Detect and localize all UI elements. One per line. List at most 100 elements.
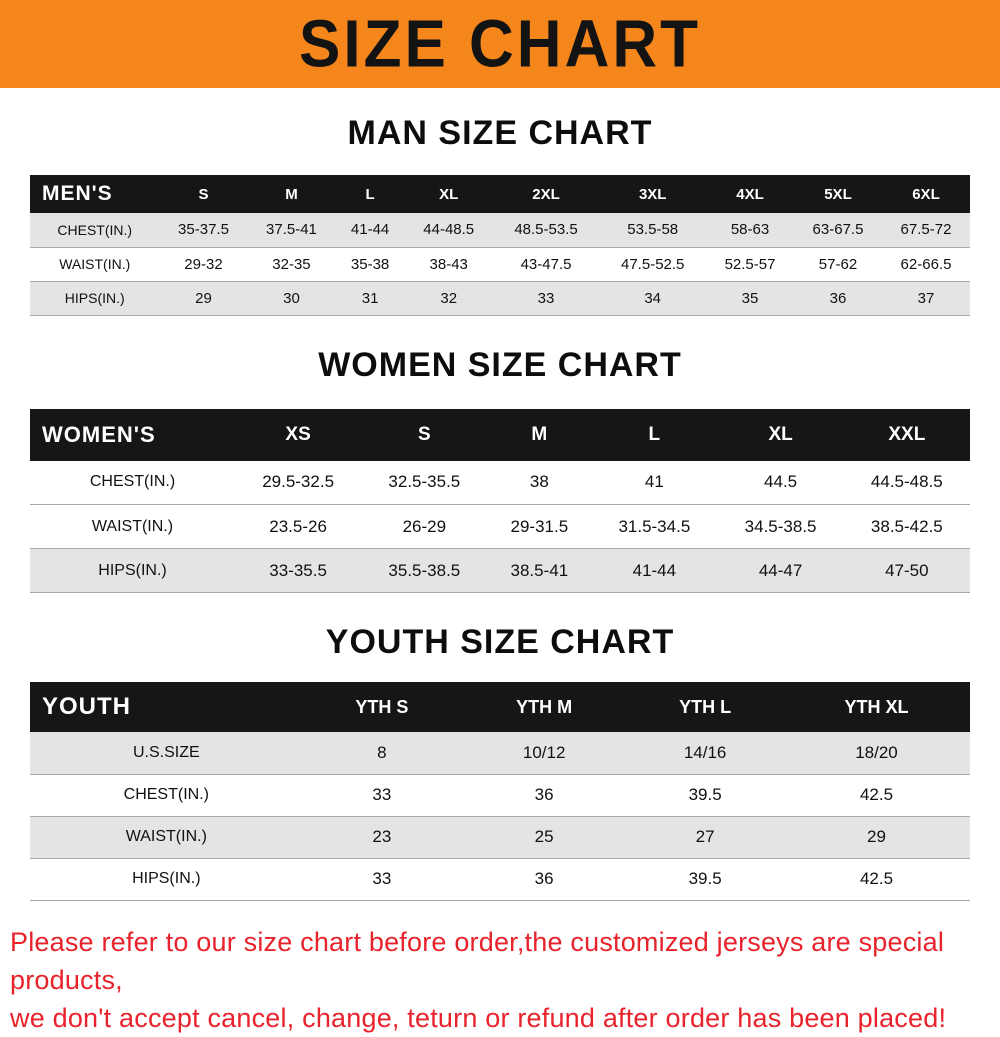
size-column-header: XXL <box>843 408 970 461</box>
size-column-header: 2XL <box>492 175 600 213</box>
man-size-table: MEN'S S M L XL 2XL 3XL 4XL 5XL 6XL CHEST… <box>30 175 970 316</box>
measurement-value-cell: 31.5-34.5 <box>618 516 691 536</box>
size-column-header: XL <box>717 408 844 461</box>
youth-size-table: YOUTH YTH S YTH M YTH L YTH XL U.S.SIZE … <box>30 682 970 901</box>
measurement-value-cell: 29 <box>195 289 212 307</box>
measurement-value-cell: 29.5-32.5 <box>262 472 335 492</box>
women-section-heading: WOMEN SIZE CHART <box>318 345 682 384</box>
table-row: WAIST(IN.) 23 25 27 29 <box>30 816 970 858</box>
size-column-header: XL <box>404 175 493 213</box>
measurement-value-cell: 14/16 <box>683 742 727 762</box>
table-header-row: MEN'S S M L XL 2XL 3XL 4XL 5XL 6XL <box>30 175 970 213</box>
size-column-header: YTH S <box>302 682 462 732</box>
measurement-value-cell: 52.5-57 <box>724 255 776 273</box>
measurement-value-cell: 44-47 <box>758 560 803 580</box>
measurement-value-cell: 27 <box>695 827 715 846</box>
table-row: CHEST(IN.) 33 36 39.5 42.5 <box>30 774 970 816</box>
measurement-value-cell: 44.5 <box>764 472 798 492</box>
table-row: CHEST(IN.) 35-37.5 37.5-41 41-44 44-48.5… <box>30 213 970 247</box>
measurement-value-cell: 23.5-26 <box>269 516 327 536</box>
measurement-value-cell: 32-35 <box>272 255 311 273</box>
measurement-value-cell: 36 <box>534 869 554 888</box>
man-section: MAN SIZE CHART MEN'S S M L XL 2XL 3XL 4X… <box>0 114 1000 316</box>
measurement-value-cell: 29-31.5 <box>510 516 569 536</box>
measurement-value-cell: 35-37.5 <box>178 221 229 239</box>
table-row: HIPS(IN.) 29 30 31 32 33 34 35 36 37 <box>30 281 970 315</box>
table-row: HIPS(IN.) 33 36 39.5 42.5 <box>30 858 970 900</box>
measurement-value-cell: 23 <box>372 827 392 846</box>
measurement-value-cell: 38.5-42.5 <box>870 516 943 536</box>
size-column-header: YTH XL <box>783 682 970 732</box>
measurement-value-cell: 31 <box>361 289 379 307</box>
measurement-value-cell: 36 <box>534 785 554 804</box>
youth-section-heading: YOUTH SIZE CHART <box>325 623 675 661</box>
women-size-table: WOMEN'S XS S M L XL XXL CHEST(IN.) 29.5-… <box>30 408 970 594</box>
size-column-header: 6XL <box>881 175 970 213</box>
measurement-value-cell: 41-44 <box>632 560 677 580</box>
measurement-value-cell: 42.5 <box>859 785 894 804</box>
measurement-value-cell: 35 <box>741 289 759 307</box>
measurement-value-cell: 44.5-48.5 <box>870 472 943 492</box>
measurement-label-cell: CHEST(IN.) <box>57 221 133 238</box>
table-row: HIPS(IN.) 33-35.5 35.5-38.5 38.5-41 41-4… <box>30 548 970 593</box>
measurement-value-cell: 35.5-38.5 <box>388 560 461 580</box>
table-row: WAIST(IN.) 23.5-26 26-29 29-31.5 31.5-34… <box>30 504 970 549</box>
size-column-header: L <box>335 175 405 213</box>
table-header-row: YOUTH YTH S YTH M YTH L YTH XL <box>30 682 970 732</box>
size-column-header: S <box>361 408 488 461</box>
size-column-header: 4XL <box>706 175 794 213</box>
measurement-label-cell: HIPS(IN.) <box>64 290 125 306</box>
measurement-value-cell: 47.5-52.5 <box>621 255 685 273</box>
table-title-cell: YOUTH <box>30 682 303 732</box>
size-column-header: S <box>159 175 248 213</box>
measurement-value-cell: 38.5-41 <box>510 560 569 580</box>
banner: SIZE CHART <box>0 0 1000 88</box>
measurement-label-cell: CHEST(IN.) <box>89 473 176 491</box>
measurement-label-cell: WAIST(IN.) <box>125 828 207 845</box>
measurement-label-cell: HIPS(IN.) <box>98 561 167 579</box>
measurement-value-cell: 67.5-72 <box>900 221 952 239</box>
measurement-value-cell: 29 <box>867 827 886 846</box>
measurement-label-cell: HIPS(IN.) <box>132 870 201 887</box>
measurement-value-cell: 8 <box>377 742 387 762</box>
measurement-value-cell: 43-47.5 <box>520 255 572 273</box>
size-column-header: YTH L <box>627 682 783 732</box>
measurement-value-cell: 30 <box>283 289 300 307</box>
measurement-value-cell: 10/12 <box>522 742 566 762</box>
measurement-value-cell: 38-43 <box>429 255 468 273</box>
measurement-value-cell: 26-29 <box>402 516 447 536</box>
measurement-value-cell: 53.5-58 <box>627 221 679 239</box>
measurement-value-cell: 32 <box>440 289 458 307</box>
measurement-value-cell: 34.5-38.5 <box>744 516 817 536</box>
measurement-label-cell: U.S.SIZE <box>132 743 200 761</box>
measurement-value-cell: 34 <box>644 289 662 307</box>
measurement-value-cell: 39.5 <box>688 785 722 804</box>
table-row: WAIST(IN.) 29-32 32-35 35-38 38-43 43-47… <box>30 247 970 281</box>
table-header-row: WOMEN'S XS S M L XL XXL <box>30 408 970 461</box>
measurement-value-cell: 41-44 <box>350 221 390 239</box>
disclaimer-line-1: Please refer to our size chart before or… <box>10 926 945 995</box>
measurement-value-cell: 25 <box>534 827 554 846</box>
measurement-value-cell: 57-62 <box>818 255 858 273</box>
measurement-value-cell: 44-48.5 <box>423 221 475 239</box>
size-column-header: XS <box>235 408 362 461</box>
measurement-value-cell: 33-35.5 <box>269 560 327 580</box>
measurement-value-cell: 35-38 <box>350 255 390 273</box>
measurement-value-cell: 63-67.5 <box>812 221 864 239</box>
size-column-header: M <box>247 175 336 213</box>
measurement-value-cell: 41 <box>644 472 664 492</box>
size-column-header: 5XL <box>794 175 882 213</box>
measurement-value-cell: 33 <box>372 869 392 888</box>
measurement-value-cell: 37 <box>917 289 935 307</box>
measurement-value-cell: 29-32 <box>184 255 223 273</box>
measurement-value-cell: 33 <box>537 289 555 307</box>
size-column-header: M <box>487 408 592 461</box>
measurement-value-cell: 32.5-35.5 <box>388 472 461 492</box>
measurement-value-cell: 33 <box>372 785 392 804</box>
measurement-value-cell: 36 <box>829 289 847 307</box>
women-section: WOMEN SIZE CHART WOMEN'S XS S M L XL XXL… <box>0 346 1000 594</box>
measurement-label-cell: WAIST(IN.) <box>91 517 174 535</box>
size-column-header: YTH M <box>461 682 628 732</box>
measurement-value-cell: 58-63 <box>730 221 770 239</box>
